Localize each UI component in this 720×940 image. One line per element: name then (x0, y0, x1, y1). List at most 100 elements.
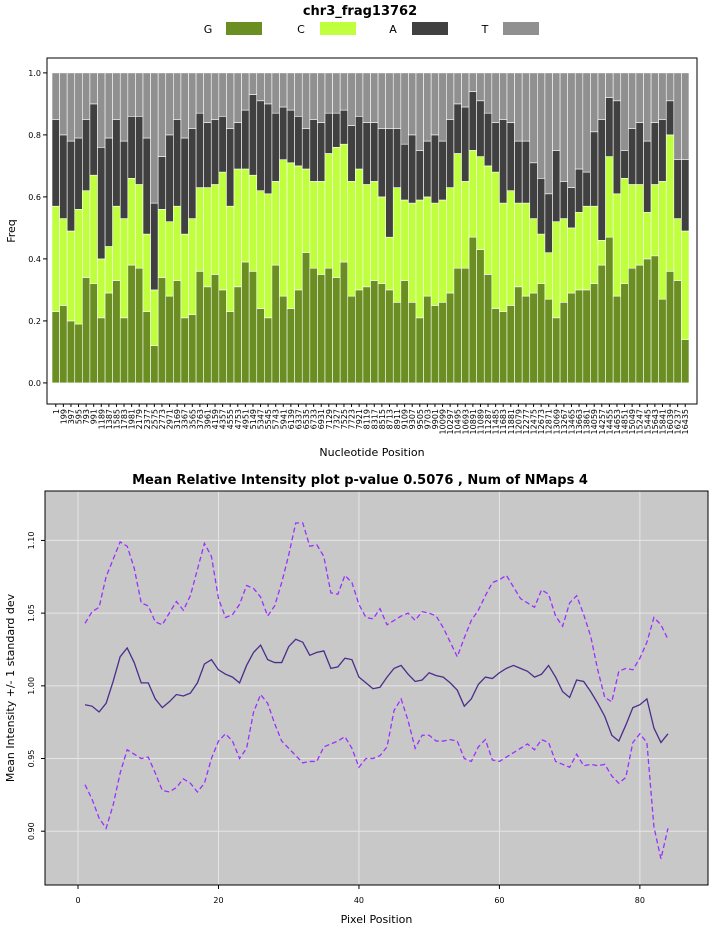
bar-segment (347, 181, 356, 297)
bar-segment (339, 261, 349, 384)
bar-segment (552, 150, 561, 222)
bar-segment (529, 292, 538, 384)
bar-segment (135, 72, 144, 117)
bar-segment (620, 72, 629, 151)
bar-segment (635, 122, 644, 185)
bar-segment (643, 140, 652, 213)
bar-segment (165, 72, 174, 136)
bar-segment (537, 283, 546, 384)
bar-segment (241, 168, 250, 263)
bar-segment (370, 122, 379, 182)
bar-segment (673, 218, 682, 281)
bar-segment (89, 72, 98, 105)
bar-segment (355, 168, 364, 291)
bar-segment (559, 302, 568, 384)
bar-segment (377, 128, 386, 198)
bar-segment (453, 267, 462, 384)
x-tick-label: 8317 (370, 409, 379, 429)
bar-segment (218, 289, 227, 384)
bar-segment (195, 187, 204, 272)
bar-segment (521, 295, 531, 384)
bar-segment (590, 131, 599, 207)
bar-segment (97, 72, 106, 148)
x-tick-label: 5941 (279, 409, 288, 429)
bar-segment (241, 261, 250, 384)
bar-segment (286, 162, 295, 309)
bar-segment (135, 115, 144, 185)
x-tick-label: 3169 (173, 409, 182, 429)
bar-segment (82, 190, 91, 278)
x-tick-label: 14653 (613, 409, 622, 434)
bar-segment (127, 264, 136, 384)
bar-segment (430, 202, 440, 306)
bar-segment (423, 196, 432, 297)
bar-segment (377, 72, 386, 129)
bar-segment (567, 72, 576, 188)
bar-segment (195, 72, 204, 114)
bar-segment (499, 72, 508, 120)
bar-segment (104, 292, 113, 384)
x-tick-label: 595 (75, 409, 84, 424)
bar-segment (650, 72, 659, 123)
x-tick-label: 13861 (583, 409, 592, 434)
bar-segment (605, 156, 614, 238)
x-tick-label: 7921 (355, 409, 364, 429)
bar-segment (180, 233, 189, 319)
bar-segment (673, 280, 682, 384)
x-tick-label: 2377 (143, 409, 152, 429)
bar-segment (218, 171, 227, 291)
bar-segment (339, 72, 349, 111)
bar-segment (628, 267, 637, 384)
bar-segment (347, 72, 356, 126)
x-tick-label: 8713 (385, 409, 394, 429)
bar-segment (635, 184, 644, 266)
bar-segment (127, 72, 136, 117)
bar-segment (385, 236, 394, 291)
bar-segment (347, 295, 356, 384)
x-tick-label: 1189 (97, 409, 106, 429)
bar-segment (286, 72, 295, 111)
bar-segment (483, 112, 493, 167)
bar-segment (567, 187, 576, 229)
bar-segment (521, 140, 531, 204)
bar-segment (135, 184, 144, 269)
x-tick-label: 11881 (507, 409, 516, 434)
bar-segment (241, 109, 250, 170)
bar-segment (355, 289, 364, 384)
bar-segment (112, 205, 121, 281)
bar-segment (392, 128, 402, 188)
bar-segment (119, 140, 129, 219)
bar-segment (188, 72, 197, 129)
bar-segment (248, 174, 258, 272)
bar-segment (506, 190, 515, 306)
bar-segment (173, 280, 182, 384)
bar-segment (82, 277, 91, 384)
bar-segment (438, 140, 447, 201)
bar-segment (233, 286, 242, 384)
bar-segment (658, 181, 667, 300)
bar-segment (612, 72, 622, 102)
x-tick-label: 13663 (575, 409, 584, 434)
x-tick-label: 3367 (181, 409, 190, 429)
bar-segment (582, 171, 591, 207)
bar-segment (188, 218, 197, 316)
bar-segment (241, 72, 250, 111)
x-tick-label: 6337 (294, 409, 303, 429)
bar-segment (233, 72, 242, 123)
bar-segment (514, 202, 523, 288)
x-tick-label: 3565 (188, 409, 197, 429)
bar-segment (552, 72, 561, 151)
bar-segment (476, 100, 485, 157)
bar-segment (612, 295, 622, 384)
bar-segment (681, 230, 690, 340)
bar-segment (476, 72, 485, 102)
bar-segment (180, 317, 189, 384)
bar-segment (180, 72, 189, 139)
y-tick-label: 1.10 (27, 532, 36, 550)
bar-segment (66, 140, 76, 232)
x-tick-label: 10297 (446, 409, 455, 434)
bar-segment (195, 271, 204, 384)
bar-segment (180, 137, 189, 235)
bar-segment (537, 177, 546, 235)
